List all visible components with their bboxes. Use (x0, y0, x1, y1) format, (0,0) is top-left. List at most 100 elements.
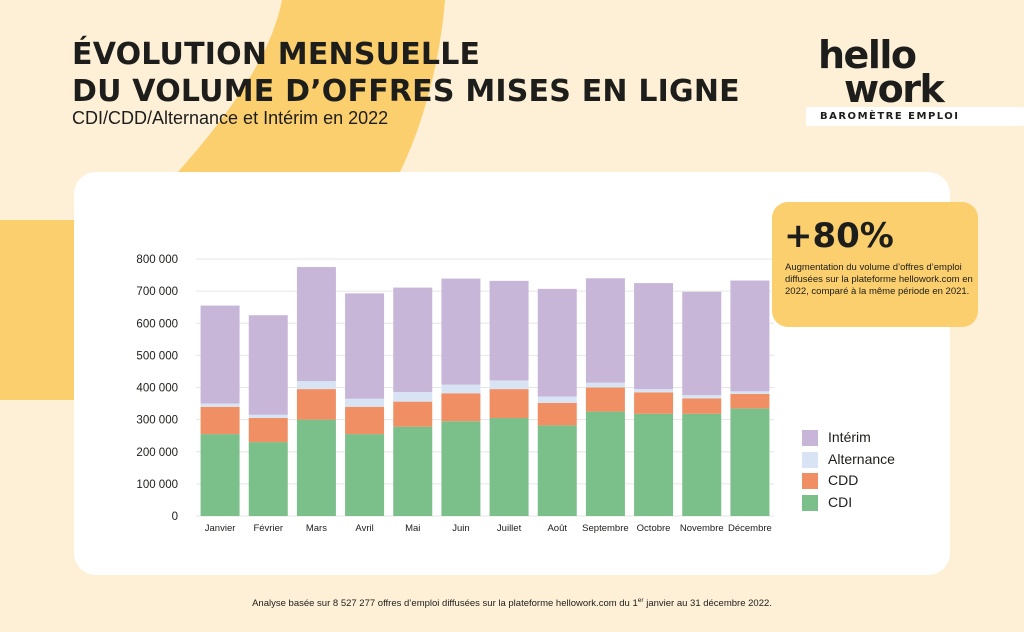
bar-intrim-segment (489, 280, 529, 381)
bar-alternance-segment (296, 381, 336, 390)
logo-line-2: work (844, 67, 945, 111)
bar-cdi-segment (441, 421, 481, 516)
y-axis-ticks: 0 100 000 200 000 300 000 400 000 500 000 600 … (136, 254, 178, 523)
x-tick-label: Mai (405, 523, 420, 534)
bar-cdi-segment (200, 434, 240, 516)
chart-legend: Intérim Alternance CDD CDI (802, 428, 942, 514)
bar-cdi-segment (537, 425, 577, 516)
tagline-badge: BAROMÈTRE EMPLOI (806, 107, 1024, 126)
x-tick-label: Janvier (205, 523, 236, 534)
bar-cdd-segment (585, 387, 625, 412)
bar-alternance-segment (200, 403, 240, 407)
legend-label: Intérim (828, 429, 871, 445)
stacked-bar-chart: 0 100 000 200 000 300 000 400 000 500 000 600 … (136, 254, 774, 534)
bar-intrim-segment (537, 288, 577, 397)
bar-intrim-segment (682, 291, 722, 396)
y-tick-label: 200 000 (136, 447, 178, 459)
title-line-1: ÉVOLUTION MENSUELLE (72, 37, 481, 72)
y-tick-label: 500 000 (136, 350, 178, 362)
bar-cdd-segment (248, 418, 288, 443)
bar-alternance-segment (634, 389, 674, 393)
bar-cdd-segment (489, 389, 529, 419)
bar-cdi-segment (345, 434, 385, 516)
x-tick-label: Février (253, 523, 283, 534)
x-tick-label: Novembre (680, 523, 724, 534)
legend-swatch (802, 430, 818, 446)
background-arc-top (178, 0, 445, 172)
x-tick-label: Juillet (497, 523, 522, 534)
bar-cdd-segment (537, 402, 577, 426)
legend-label: Alternance (828, 450, 895, 467)
stat-callout: +80% Augmentation du volume d’offres d’e… (772, 202, 978, 327)
footnote: Analyse basée sur 8 527 277 offres d’emp… (0, 597, 1024, 609)
legend-item: Intérim (802, 428, 942, 450)
bar-cdd-segment (730, 393, 770, 409)
bar-alternance-segment (345, 398, 385, 407)
x-tick-label: Août (547, 523, 567, 534)
logo-line-1: hello (818, 33, 917, 77)
x-axis-ticks: Janvier Février Mars Avril Mai Juin Juillet Aoû… (205, 523, 772, 534)
stat-description: Augmentation du volume d’offres d’emploi… (785, 262, 973, 297)
bar-cdi-segment (682, 413, 722, 516)
footnote-text-start: Analyse basée sur 8 527 277 offres d’emp… (252, 598, 638, 610)
bar-cdd-segment (345, 406, 385, 435)
bar-cdd-segment (682, 398, 722, 414)
bar-intrim-segment (248, 315, 288, 415)
page-title: ÉVOLUTION MENSUELLE DU VOLUME D’OFFRES M… (72, 36, 740, 110)
hellowork-logo: hello work (818, 33, 968, 111)
bar-intrim-segment (730, 280, 770, 392)
bar-cdi-segment (248, 442, 288, 516)
legend-item: CDD (802, 471, 942, 493)
bar-alternance-segment (393, 391, 433, 402)
y-tick-label: 600 000 (136, 318, 178, 330)
y-tick-label: 800 000 (136, 254, 178, 266)
bar-intrim-segment (634, 283, 674, 390)
x-tick-label: Décembre (728, 523, 772, 534)
title-line-2: DU VOLUME D’OFFRES MISES EN LIGNE (72, 74, 740, 109)
y-tick-label: 300 000 (136, 415, 178, 427)
bar-alternance-segment (537, 396, 577, 403)
bar-intrim-segment (441, 278, 481, 385)
x-tick-label: Avril (355, 523, 373, 534)
legend-swatch (802, 473, 818, 489)
bar-cdd-segment (393, 401, 433, 427)
bar-cdd-segment (634, 392, 674, 414)
chart-card: 0 100 000 200 000 300 000 400 000 500 000 600 … (74, 172, 950, 575)
bar-intrim-segment (200, 305, 240, 404)
bar-intrim-segment (585, 278, 625, 383)
bar-cdi-segment (393, 426, 433, 516)
bar-cdi-segment (634, 413, 674, 516)
bar-cdd-segment (200, 406, 240, 435)
bar-cdi-segment (730, 408, 770, 516)
bar-cdi-segment (489, 418, 529, 516)
y-tick-label: 100 000 (136, 479, 178, 491)
bar-cdi-segment (585, 411, 625, 516)
legend-label: CDD (828, 472, 859, 488)
bar-alternance-segment (441, 384, 481, 394)
legend-swatch (802, 494, 818, 511)
footnote-text-end: janvier au 31 décembre 2022. (643, 598, 772, 610)
y-tick-label: 700 000 (136, 286, 178, 298)
x-tick-label: Octobre (637, 523, 671, 534)
bar-cdd-segment (296, 389, 336, 420)
page-subtitle: CDI/CDD/Alternance et Intérim en 2022 (72, 108, 389, 128)
bar-alternance-segment (489, 380, 529, 390)
grid-lines (196, 258, 774, 517)
x-tick-label: Juin (452, 523, 469, 534)
legend-swatch (802, 451, 818, 468)
bar-alternance-segment (730, 391, 770, 394)
x-tick-label: Mars (306, 523, 327, 534)
bar-cdi-segment (296, 419, 336, 516)
bar-intrim-segment (345, 293, 385, 399)
bar-alternance-segment (682, 395, 722, 399)
legend-item: CDI (802, 493, 942, 515)
y-tick-label: 400 000 (136, 383, 178, 395)
x-tick-label: Septembre (582, 523, 628, 534)
stat-value: +80% (784, 216, 894, 256)
bar-alternance-segment (248, 414, 288, 419)
bar-cdd-segment (441, 393, 481, 422)
legend-item: Alternance (802, 450, 942, 472)
bars (200, 267, 770, 516)
bar-intrim-segment (393, 287, 433, 392)
legend-label: CDI (828, 493, 853, 510)
